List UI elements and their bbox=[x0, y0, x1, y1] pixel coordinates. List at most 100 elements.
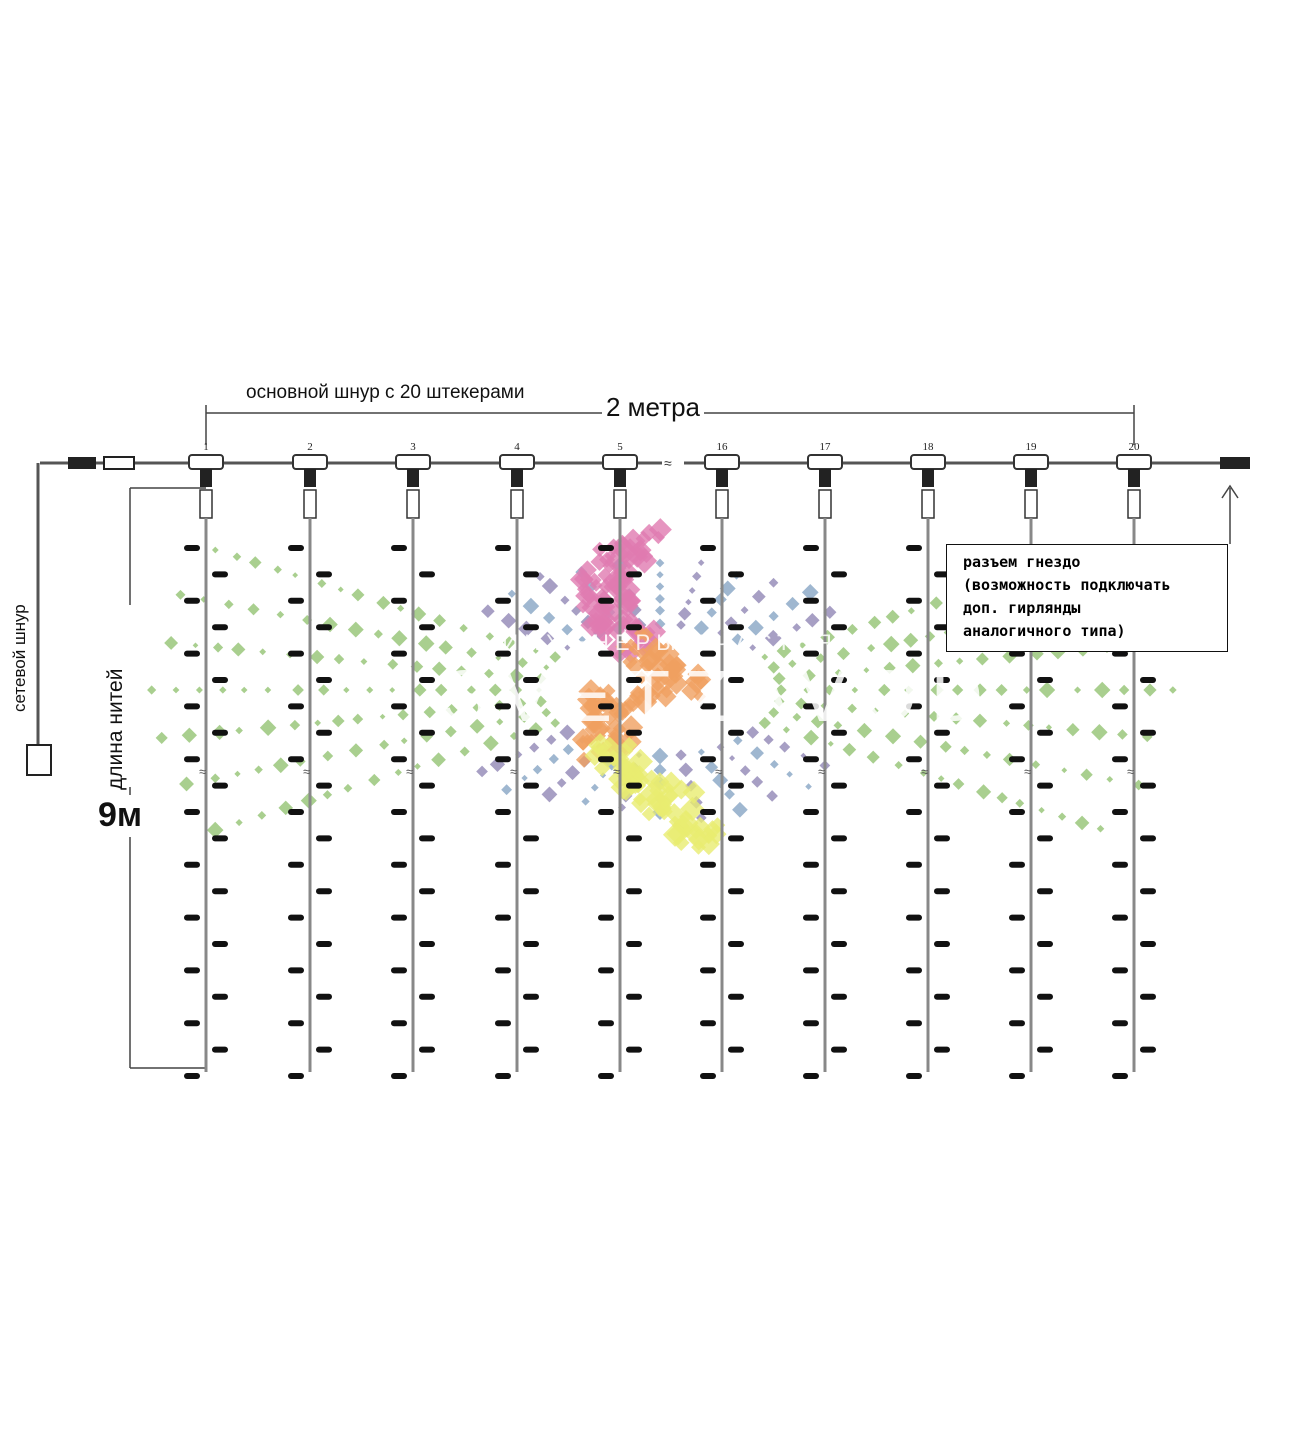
break-mark-icon: ≈ bbox=[613, 764, 620, 779]
diamond bbox=[834, 668, 843, 677]
diamond bbox=[564, 644, 571, 651]
bulb-icon bbox=[626, 782, 642, 789]
bulb-icon bbox=[316, 677, 332, 683]
plug-icon bbox=[818, 489, 832, 519]
bulb-icon bbox=[419, 993, 435, 1000]
bulb-icon bbox=[288, 1073, 304, 1079]
diamond bbox=[601, 683, 616, 698]
diamond bbox=[1057, 812, 1067, 821]
diamond bbox=[164, 636, 179, 650]
bulb-icon bbox=[1140, 782, 1156, 789]
diamond bbox=[904, 685, 914, 695]
bulb-icon bbox=[184, 545, 200, 551]
diamond bbox=[459, 746, 470, 757]
bulb-icon bbox=[934, 888, 950, 895]
bulb-icon bbox=[831, 624, 847, 631]
t-connector-icon bbox=[704, 454, 740, 470]
bulb-icon bbox=[626, 729, 642, 736]
diamond bbox=[903, 632, 919, 648]
diamond bbox=[431, 661, 447, 677]
bulb-icon bbox=[598, 967, 614, 974]
bulb-icon bbox=[419, 888, 435, 895]
diamond bbox=[343, 686, 350, 694]
diamond bbox=[773, 696, 785, 707]
bulb-icon bbox=[1140, 835, 1156, 842]
bulb-icon bbox=[1009, 1020, 1025, 1027]
bulb-icon bbox=[906, 545, 922, 551]
bulb-icon bbox=[1037, 835, 1053, 842]
bulb-icon bbox=[598, 703, 614, 710]
diamond bbox=[1022, 686, 1031, 694]
width-label: 2 метра bbox=[602, 392, 704, 423]
bulb-icon bbox=[1140, 993, 1156, 1000]
diamond bbox=[630, 539, 652, 561]
connector-icon bbox=[1128, 469, 1140, 487]
diamond bbox=[257, 810, 267, 820]
diamond bbox=[805, 613, 820, 628]
bulb-icon bbox=[700, 914, 716, 921]
connector-icon bbox=[407, 469, 419, 487]
diamond bbox=[779, 741, 791, 753]
socket-note-line: (возможность подключать bbox=[963, 576, 1171, 594]
diamond bbox=[318, 684, 330, 696]
cord-break bbox=[662, 455, 684, 471]
diamond bbox=[529, 742, 540, 753]
diamond bbox=[376, 595, 391, 610]
diamond bbox=[740, 606, 749, 615]
diamond bbox=[483, 735, 499, 752]
bulb-icon bbox=[831, 941, 847, 947]
diamond bbox=[343, 783, 353, 793]
bulb-icon bbox=[1112, 1073, 1128, 1079]
diamond bbox=[387, 658, 399, 670]
diamond bbox=[247, 603, 260, 616]
diamond bbox=[366, 686, 374, 694]
bulb-icon bbox=[184, 861, 200, 868]
bulb-icon bbox=[523, 1046, 539, 1053]
diamond bbox=[232, 552, 242, 562]
diamond bbox=[548, 753, 559, 765]
diamond bbox=[713, 593, 727, 606]
diamond bbox=[1094, 681, 1111, 699]
diamond bbox=[322, 790, 333, 800]
strand-number: 17 bbox=[820, 441, 832, 453]
diamond bbox=[546, 734, 557, 745]
bulb-icon bbox=[728, 782, 744, 789]
plug-icon bbox=[1127, 489, 1141, 519]
diamond bbox=[1045, 724, 1053, 731]
bulb-icon bbox=[288, 545, 304, 551]
bulb-icon bbox=[391, 1073, 407, 1079]
bulb-icon bbox=[184, 597, 200, 604]
strand-number: 19 bbox=[1026, 441, 1038, 453]
diamond bbox=[685, 598, 692, 606]
plug-icon bbox=[199, 489, 213, 519]
diamond bbox=[590, 783, 599, 792]
diamond bbox=[211, 546, 219, 554]
logo-decoration bbox=[147, 518, 1177, 856]
bulb-icon bbox=[728, 677, 744, 683]
bulb-icon bbox=[831, 677, 847, 683]
diamond bbox=[259, 648, 267, 656]
bulb-icon bbox=[906, 809, 922, 815]
bulb-icon bbox=[728, 624, 744, 631]
break-mark-icon: ≈ bbox=[664, 455, 672, 471]
bulb-icon bbox=[391, 914, 407, 921]
bulb-icon bbox=[700, 1020, 716, 1027]
diamond bbox=[786, 770, 793, 778]
bulb-icon bbox=[212, 993, 228, 1000]
diamond bbox=[181, 727, 197, 743]
diamond bbox=[982, 750, 991, 759]
bulb-icon bbox=[288, 703, 304, 710]
diamond bbox=[400, 737, 408, 745]
bulb-icon bbox=[906, 650, 922, 657]
diamond bbox=[438, 640, 453, 655]
bulb-icon bbox=[598, 1020, 614, 1027]
break-mark-icon: ≈ bbox=[199, 764, 206, 779]
bulb-icon bbox=[316, 571, 332, 578]
diamond bbox=[959, 745, 970, 756]
bulb-icon bbox=[906, 1073, 922, 1079]
diamond bbox=[768, 611, 779, 622]
diamond bbox=[655, 558, 665, 568]
diamond bbox=[276, 610, 285, 619]
diamond bbox=[763, 734, 774, 745]
connector-icon bbox=[819, 469, 831, 487]
